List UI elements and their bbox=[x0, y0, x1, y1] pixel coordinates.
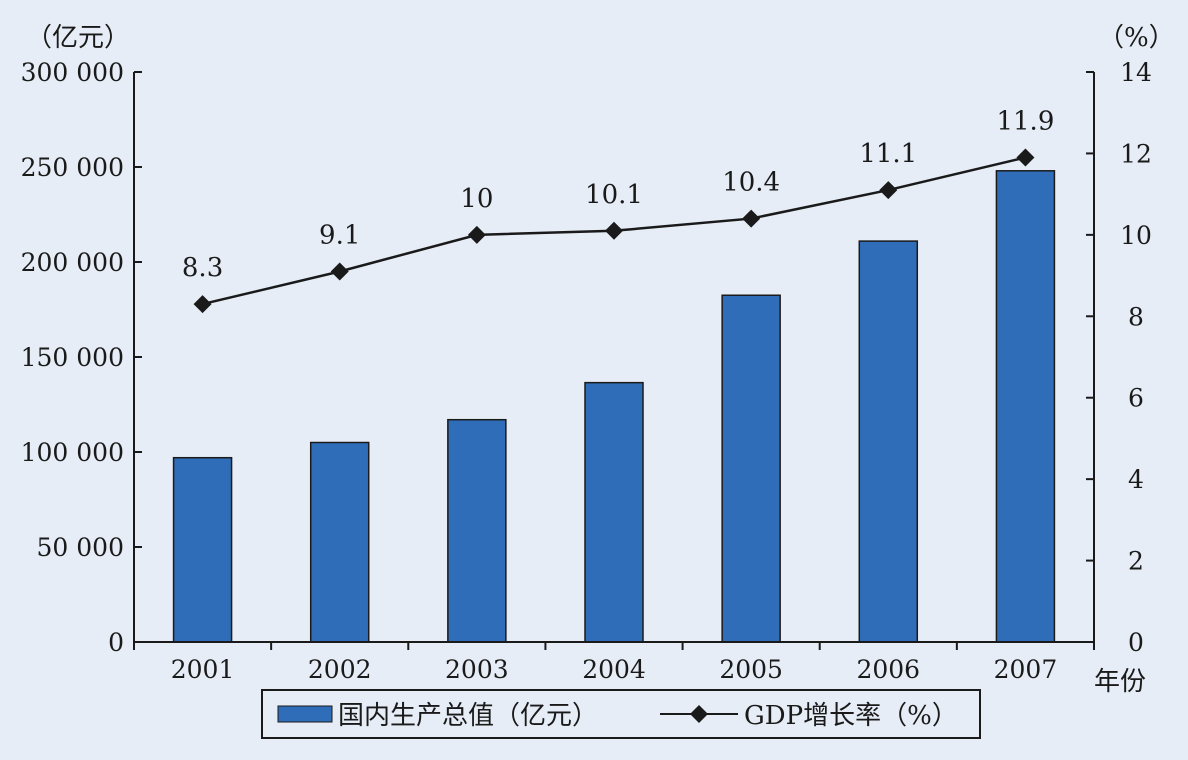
right-axis-ticks: 0 2 4 6 8 10 12 14 bbox=[1086, 58, 1152, 657]
left-tick-label: 200 000 bbox=[21, 248, 124, 277]
legend: 国内生产总值（亿元） GDP增长率（%） bbox=[261, 689, 981, 739]
growth-marker bbox=[1016, 148, 1035, 167]
gdp-bar bbox=[858, 240, 919, 643]
left-axis-unit: （亿元） bbox=[26, 23, 130, 53]
growth-marker bbox=[193, 295, 212, 314]
legend-bar-label: 国内生产总值（亿元） bbox=[338, 701, 598, 731]
gdp-bar bbox=[584, 381, 644, 643]
left-tick-label: 100 000 bbox=[21, 438, 124, 467]
legend-bar-swatch bbox=[277, 705, 333, 723]
growth-line: 8.3 9.1 10 10.1 10.4 11.1 11.9 bbox=[182, 107, 1054, 314]
growth-marker bbox=[879, 181, 898, 200]
x-tick-label: 2003 bbox=[445, 655, 509, 684]
left-axis-ticks: 0 50 000 100 000 150 000 200 000 250 000 300 0… bbox=[21, 58, 142, 657]
left-tick-label: 300 000 bbox=[21, 58, 124, 87]
legend-box bbox=[261, 689, 981, 739]
x-tick-label: 2007 bbox=[994, 655, 1058, 684]
x-tick-label: 2001 bbox=[171, 655, 235, 684]
left-tick-label: 150 000 bbox=[21, 343, 124, 372]
x-tick-label: 2006 bbox=[856, 655, 920, 684]
x-axis-unit: 年份 bbox=[1094, 667, 1146, 697]
gdp-bars bbox=[172, 170, 1056, 643]
legend-line-label: GDP增长率（%） bbox=[744, 701, 958, 731]
growth-data-label: 11.1 bbox=[859, 139, 917, 169]
growth-data-label: 8.3 bbox=[182, 253, 223, 283]
gdp-bar bbox=[172, 456, 233, 643]
right-tick-label: 6 bbox=[1128, 384, 1144, 413]
right-tick-label: 14 bbox=[1120, 58, 1152, 87]
gdp-bar bbox=[721, 294, 781, 643]
x-tick-label: 2004 bbox=[582, 655, 646, 684]
right-tick-label: 2 bbox=[1128, 547, 1144, 576]
left-tick-label: 0 bbox=[108, 628, 124, 657]
right-tick-label: 0 bbox=[1128, 628, 1144, 657]
growth-marker bbox=[605, 221, 623, 240]
right-axis-unit: （%） bbox=[1098, 23, 1175, 53]
legend-diamond-marker bbox=[690, 705, 708, 723]
right-tick-label: 4 bbox=[1128, 465, 1144, 494]
gdp-bar bbox=[309, 441, 370, 643]
gdp-bar bbox=[995, 170, 1056, 643]
growth-marker bbox=[742, 209, 761, 228]
growth-marker bbox=[467, 225, 486, 244]
right-tick-label: 8 bbox=[1128, 302, 1144, 331]
right-tick-label: 12 bbox=[1120, 139, 1152, 168]
growth-data-label: 11.9 bbox=[996, 107, 1054, 137]
growth-data-label: 10 bbox=[460, 184, 493, 214]
left-tick-label: 250 000 bbox=[21, 153, 124, 182]
x-tick-label: 2002 bbox=[308, 655, 372, 684]
growth-data-label: 10.4 bbox=[722, 168, 780, 198]
growth-marker bbox=[330, 262, 349, 281]
growth-data-label: 9.1 bbox=[319, 221, 360, 251]
x-tick-label: 2005 bbox=[719, 655, 783, 684]
x-axis-labels: 2001 2002 2003 2004 2005 2006 2007 bbox=[133, 642, 1095, 684]
left-tick-label: 50 000 bbox=[37, 533, 124, 562]
right-tick-label: 10 bbox=[1120, 221, 1152, 250]
gdp-bar bbox=[447, 418, 507, 643]
growth-data-label: 10.1 bbox=[585, 180, 643, 210]
